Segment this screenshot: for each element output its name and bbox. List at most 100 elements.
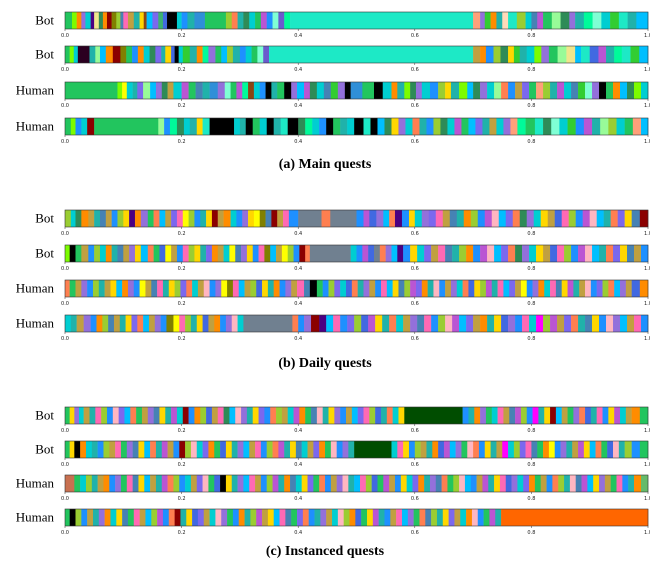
quest-segment <box>435 210 444 227</box>
quest-segment <box>246 245 253 262</box>
quest-segment <box>202 118 210 135</box>
quest-segment <box>174 46 179 63</box>
quest-segment <box>278 12 285 29</box>
quest-segment <box>604 475 611 492</box>
quest-segment <box>127 12 135 29</box>
quest-segment <box>319 475 326 492</box>
quest-segment <box>75 245 82 262</box>
quest-segment <box>260 441 267 458</box>
quest-segment <box>94 210 101 227</box>
quest-segment <box>312 118 320 135</box>
quest-segment <box>373 82 383 99</box>
bar-frame <box>64 117 649 136</box>
quest-segment <box>404 82 411 99</box>
quest-segment <box>386 407 393 424</box>
x-tick-label: 0.4 <box>294 103 302 109</box>
quest-segment <box>525 12 532 29</box>
quest-segment <box>69 46 74 63</box>
quest-segment <box>537 441 544 458</box>
quest-segment <box>104 509 111 526</box>
quest-segment <box>613 315 621 332</box>
quest-segment <box>419 118 427 135</box>
quest-segment <box>467 441 474 458</box>
quest-segment <box>149 46 156 63</box>
quest-segment <box>256 509 263 526</box>
quest-segment <box>601 12 611 29</box>
quest-segment <box>537 12 544 29</box>
quest-segment <box>281 407 288 424</box>
quest-segment <box>194 245 201 262</box>
quest-segment <box>89 46 96 63</box>
quest-segment <box>421 82 431 99</box>
quest-segment <box>83 315 91 332</box>
quest-segment <box>560 12 570 29</box>
quest-segment <box>508 245 516 262</box>
sequence-row: Bot 0.0 0.2 0.4 0.6 0.8 1.0 <box>35 45 650 73</box>
quest-segment <box>211 245 218 262</box>
quest-segment <box>613 441 620 458</box>
quest-segment <box>302 509 309 526</box>
quest-segment <box>316 407 323 424</box>
quest-segment <box>94 118 159 135</box>
quest-segment <box>459 475 466 492</box>
quest-segment <box>267 280 274 297</box>
quest-segment <box>526 46 535 63</box>
quest-segment <box>117 210 124 227</box>
quest-segment <box>380 407 388 424</box>
quest-segment <box>459 245 467 262</box>
quest-segment <box>96 315 103 332</box>
quest-segment <box>148 315 156 332</box>
quest-segment <box>519 441 526 458</box>
quest-segment <box>202 475 209 492</box>
quest-segment <box>279 280 286 297</box>
quest-segment <box>305 407 312 424</box>
quest-segment <box>499 475 506 492</box>
quest-segment <box>580 46 590 63</box>
quest-segment <box>630 46 640 63</box>
panel-3: Bot 0.0 0.2 0.4 0.6 0.8 1.0 Bot 0.0 0.2 0.4 0.6 0.8 1… <box>16 406 650 559</box>
quest-segment <box>540 210 548 227</box>
quest-segment <box>491 407 498 424</box>
quest-segment <box>192 280 199 297</box>
quest-segment <box>509 407 516 424</box>
quest-segment <box>347 118 355 135</box>
quest-segment <box>188 245 195 262</box>
quest-segment <box>215 509 222 526</box>
quest-segment <box>87 280 94 297</box>
quest-segment <box>522 82 530 99</box>
quest-segment <box>491 210 500 227</box>
quest-segment <box>155 475 163 492</box>
quest-segment <box>185 475 192 492</box>
x-tick-label: 0.2 <box>178 336 186 342</box>
quest-segment <box>65 82 118 99</box>
quest-segment <box>217 407 224 424</box>
quest-segment <box>130 407 137 424</box>
x-tick-label: 0.6 <box>411 103 419 109</box>
quest-segment <box>386 280 393 297</box>
quest-segment <box>143 82 151 99</box>
x-tick-label: 0.6 <box>411 231 419 237</box>
quest-segment <box>209 509 216 526</box>
quest-segment <box>426 118 434 135</box>
quest-segment <box>361 509 368 526</box>
bar-frame <box>64 209 649 228</box>
quest-segment <box>181 12 188 29</box>
quest-segment <box>497 280 504 297</box>
quest-segment <box>269 46 474 63</box>
quest-segment <box>357 280 364 297</box>
quest-segment <box>220 315 227 332</box>
quest-segment <box>489 118 497 135</box>
quest-segment <box>432 441 439 458</box>
quest-segment <box>229 245 236 262</box>
quest-segment <box>264 407 271 424</box>
quest-segment <box>589 46 599 63</box>
quest-segment <box>592 118 601 135</box>
quest-segment <box>438 441 445 458</box>
quest-segment <box>513 46 520 63</box>
quest-segment <box>587 475 594 492</box>
quest-segment <box>517 118 526 135</box>
sequence-row: Bot 0.0 0.2 0.4 0.6 0.8 1.0 <box>35 11 650 39</box>
x-tick-label: 1.0 <box>644 428 650 434</box>
quest-segment <box>348 475 355 492</box>
